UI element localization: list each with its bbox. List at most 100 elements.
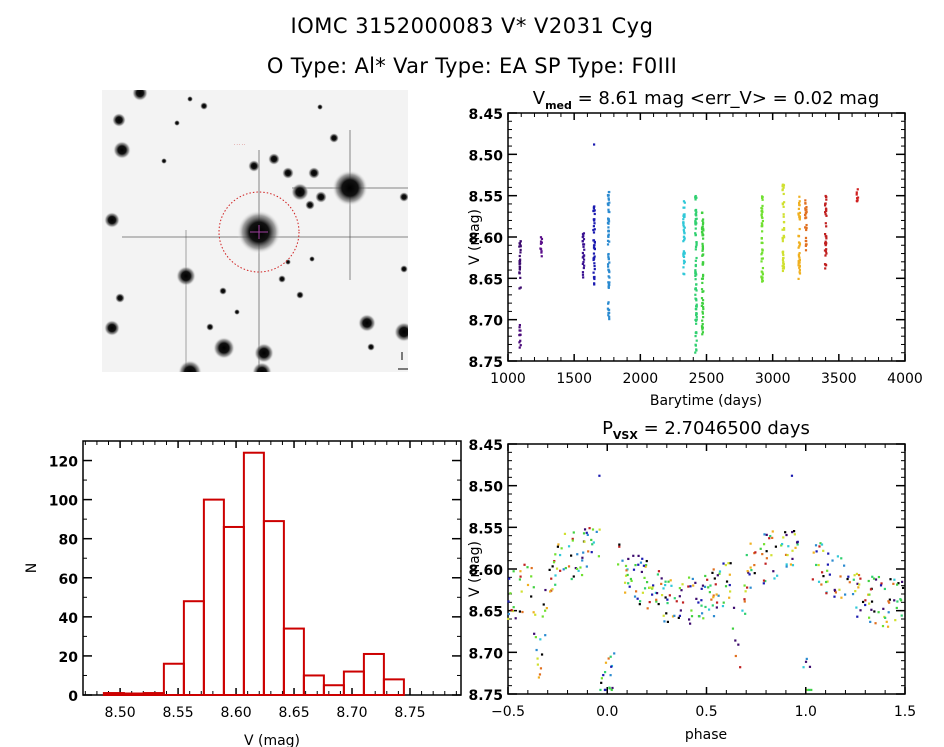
data-point	[592, 205, 596, 209]
data-point	[694, 263, 697, 267]
data-point	[666, 598, 669, 601]
data-point	[805, 657, 808, 661]
data-point	[695, 214, 698, 217]
data-point	[518, 272, 521, 275]
data-point	[570, 554, 573, 557]
data-point	[827, 552, 830, 555]
data-point	[839, 575, 842, 578]
data-point	[806, 688, 809, 692]
data-point	[689, 585, 692, 588]
star	[115, 293, 125, 303]
lightcurve-points	[518, 143, 860, 354]
data-point	[592, 209, 595, 213]
data-point	[571, 539, 574, 542]
data-point	[760, 260, 763, 263]
data-point	[846, 577, 849, 581]
data-point	[695, 597, 698, 600]
data-point	[648, 600, 651, 604]
finder-chart-image: · · · · ·	[102, 90, 408, 372]
data-point	[782, 221, 786, 224]
star	[176, 266, 196, 286]
data-point	[694, 287, 697, 290]
data-point	[750, 568, 753, 572]
data-point	[678, 587, 681, 590]
data-point	[716, 574, 719, 577]
data-point	[645, 581, 649, 584]
data-point	[808, 688, 811, 692]
data-point	[682, 250, 685, 253]
data-point	[593, 212, 596, 216]
data-point	[678, 614, 682, 617]
star	[132, 90, 148, 101]
data-point	[797, 260, 801, 264]
data-point	[608, 276, 611, 279]
data-point	[540, 255, 543, 258]
data-point	[759, 547, 762, 550]
data-point	[592, 225, 595, 228]
data-point	[610, 665, 613, 668]
data-point	[532, 611, 535, 614]
data-point	[648, 586, 651, 589]
data-point	[702, 305, 705, 309]
data-point	[798, 200, 801, 203]
data-point	[534, 613, 537, 616]
data-point	[655, 592, 659, 595]
data-point	[701, 263, 704, 266]
data-point	[640, 570, 643, 574]
data-point	[744, 612, 747, 615]
data-point	[539, 242, 543, 245]
data-point	[857, 573, 861, 577]
data-point	[706, 578, 709, 581]
data-point	[590, 538, 593, 542]
data-point	[844, 593, 847, 596]
data-point	[700, 604, 703, 607]
lightcurve-panel: Vmed = 8.61 mag <err_V> = 0.02 mag 1000 1…	[467, 88, 923, 409]
data-point	[872, 577, 876, 580]
data-point	[704, 605, 707, 609]
data-point	[608, 311, 611, 314]
x-tick-label: 0.0	[596, 704, 618, 720]
data-point	[785, 563, 788, 566]
data-point	[836, 555, 840, 558]
data-point	[518, 259, 521, 263]
data-point	[701, 310, 704, 313]
y-tick-label: 8.70	[468, 314, 503, 330]
data-point	[888, 601, 891, 604]
data-point	[555, 567, 559, 570]
data-point	[694, 293, 697, 296]
data-point	[579, 566, 582, 569]
data-point	[665, 612, 668, 615]
data-point	[655, 598, 658, 601]
data-point	[518, 258, 522, 261]
data-point	[664, 596, 667, 599]
data-point	[805, 205, 808, 209]
data-point	[607, 269, 610, 272]
data-point	[771, 536, 774, 540]
data-point	[867, 593, 870, 596]
data-point	[791, 530, 794, 534]
data-point	[805, 226, 808, 230]
data-point	[701, 326, 704, 329]
data-point	[600, 681, 603, 684]
data-point	[824, 240, 827, 243]
data-point	[582, 245, 585, 248]
data-point	[636, 597, 639, 600]
data-point	[544, 588, 547, 592]
data-point	[607, 275, 610, 278]
star	[329, 133, 339, 143]
star	[248, 160, 260, 172]
data-point	[882, 607, 885, 610]
data-point	[884, 616, 887, 619]
data-point	[607, 235, 610, 238]
data-point	[536, 657, 539, 660]
data-point	[664, 583, 667, 587]
data-point	[760, 222, 763, 225]
data-point	[592, 257, 595, 260]
data-point	[526, 566, 529, 569]
data-point	[773, 577, 776, 580]
data-point	[867, 579, 870, 583]
data-point	[817, 580, 821, 583]
data-point	[833, 595, 836, 598]
data-point	[559, 569, 562, 572]
